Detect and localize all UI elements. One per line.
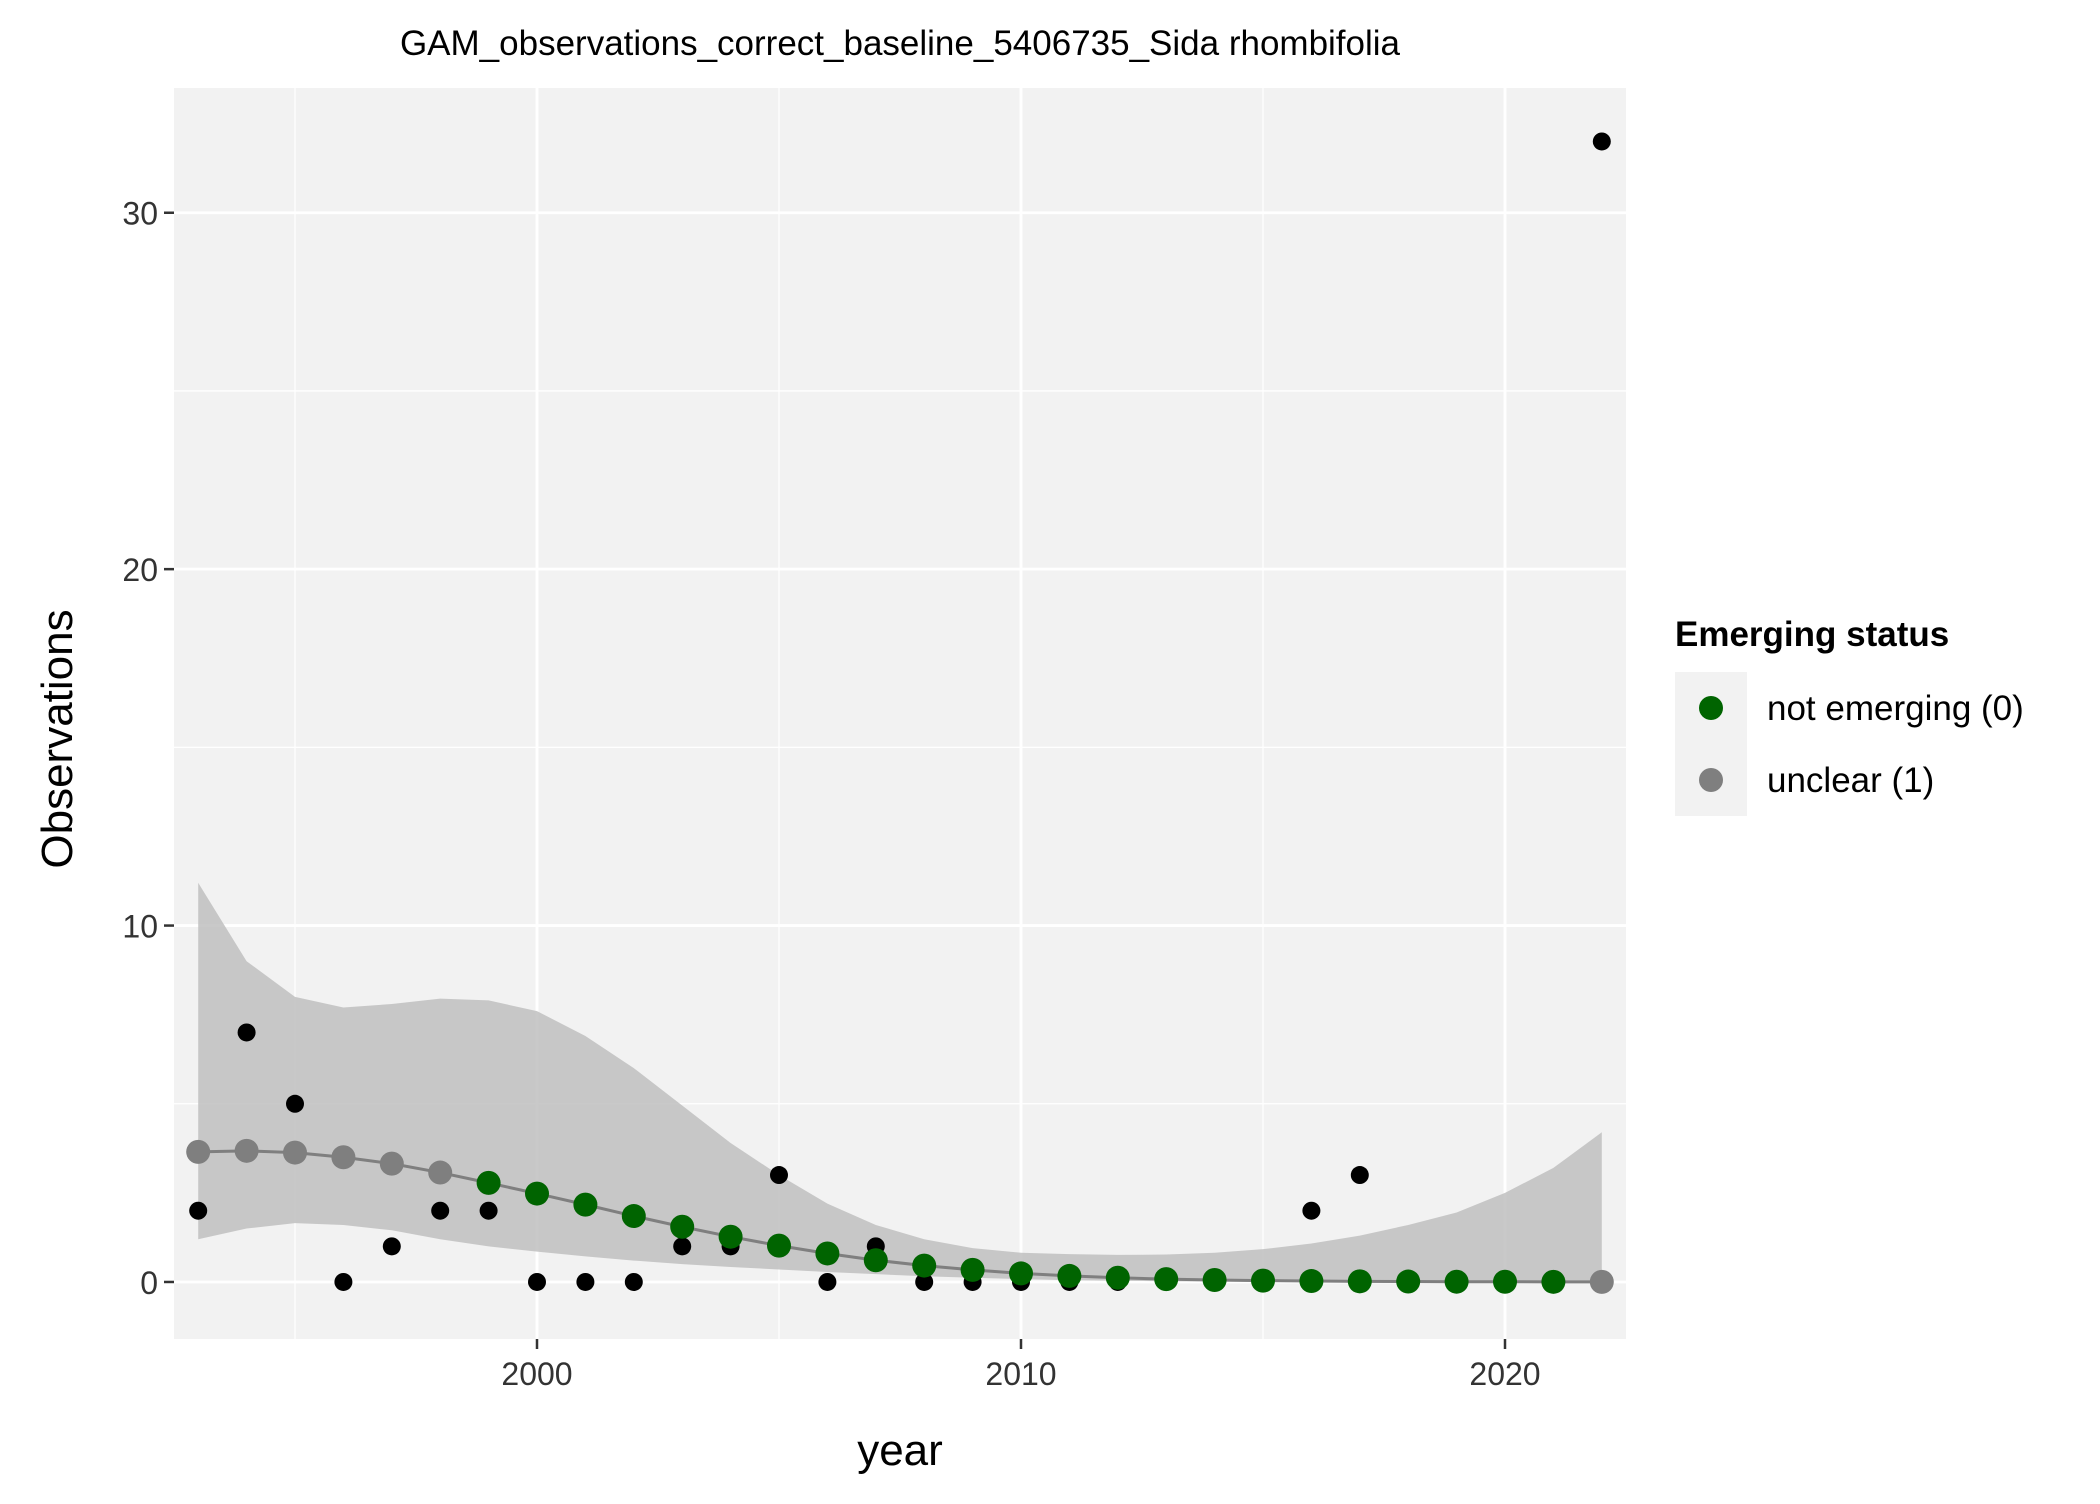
chart-title: GAM_observations_correct_baseline_540673… [400, 24, 1401, 63]
x-axis-title: year [857, 1426, 943, 1475]
fit-point-unclear [186, 1139, 211, 1164]
x-tick-label: 2000 [501, 1356, 572, 1392]
fit-point-not-emerging [621, 1204, 646, 1229]
legend-key-unclear [1699, 768, 1723, 792]
fit-point-not-emerging [1154, 1267, 1179, 1292]
observed-point [189, 1201, 208, 1220]
x-tick-label: 2010 [985, 1356, 1056, 1392]
fit-point-not-emerging [1009, 1261, 1033, 1286]
y-axis-title: Observations [33, 609, 82, 868]
fit-point-not-emerging [1057, 1263, 1082, 1288]
legend-label-unclear: unclear (1) [1767, 761, 1934, 800]
fit-point-unclear [428, 1160, 453, 1185]
y-tick-label: 10 [122, 909, 158, 945]
observed-point [431, 1201, 450, 1220]
fit-point-not-emerging [1202, 1268, 1227, 1293]
fit-point-unclear [1589, 1269, 1614, 1294]
fit-point-unclear [283, 1140, 307, 1165]
fit-point-not-emerging [1493, 1269, 1517, 1294]
legend-key-not-emerging [1699, 696, 1723, 720]
observed-point [237, 1023, 256, 1042]
legend-title: Emerging status [1675, 615, 1949, 654]
observed-point [624, 1272, 643, 1291]
confidence-ribbon [198, 882, 1602, 1282]
fit-point-not-emerging [718, 1224, 743, 1249]
legend-label-not-emerging: not emerging (0) [1767, 689, 2024, 728]
observed-point [673, 1237, 692, 1256]
observed-point [1350, 1166, 1369, 1185]
fit-point-unclear [379, 1151, 404, 1176]
fit-point-not-emerging [1396, 1269, 1421, 1294]
ribbon-area [198, 882, 1602, 1282]
fit-points [186, 1138, 1614, 1294]
fit-point-not-emerging [1299, 1269, 1324, 1294]
fit-point-not-emerging [767, 1233, 791, 1258]
y-tick-label: 0 [140, 1265, 158, 1301]
observed-point [382, 1237, 401, 1256]
x-tick-label: 2020 [1469, 1356, 1540, 1392]
fit-point-not-emerging [1541, 1269, 1566, 1294]
fit-point-not-emerging [1347, 1269, 1372, 1294]
fit-point-not-emerging [960, 1257, 985, 1282]
observed-point [1302, 1201, 1321, 1220]
fit-point-not-emerging [573, 1192, 598, 1217]
axes: 0 10 20 30 2000 2010 2020 [122, 196, 1540, 1392]
fit-point-not-emerging [670, 1214, 695, 1239]
observed-point [770, 1166, 788, 1185]
fit-point-unclear [234, 1138, 259, 1163]
fit-point-not-emerging [1105, 1265, 1130, 1290]
legend: Emerging status not emerging (0) unclear… [1675, 615, 2024, 816]
observed-point [1592, 132, 1611, 151]
y-tick-label: 20 [122, 552, 158, 588]
fit-point-unclear [331, 1145, 356, 1170]
fit-point-not-emerging [476, 1170, 501, 1195]
observed-point [576, 1272, 595, 1291]
y-tick-label: 30 [122, 196, 158, 232]
observed-point [286, 1094, 304, 1113]
observed-point [915, 1272, 934, 1291]
fit-point-not-emerging [815, 1241, 840, 1266]
fit-point-not-emerging [912, 1253, 937, 1278]
fit-point-not-emerging [525, 1181, 549, 1206]
fit-point-not-emerging [1251, 1268, 1275, 1293]
observed-point [334, 1272, 353, 1291]
observed-point [528, 1272, 546, 1291]
observed-point [818, 1272, 837, 1291]
fit-point-not-emerging [1444, 1269, 1469, 1294]
fit-point-not-emerging [863, 1248, 888, 1273]
legend-key-background [1675, 672, 1747, 816]
observed-point [479, 1201, 498, 1220]
